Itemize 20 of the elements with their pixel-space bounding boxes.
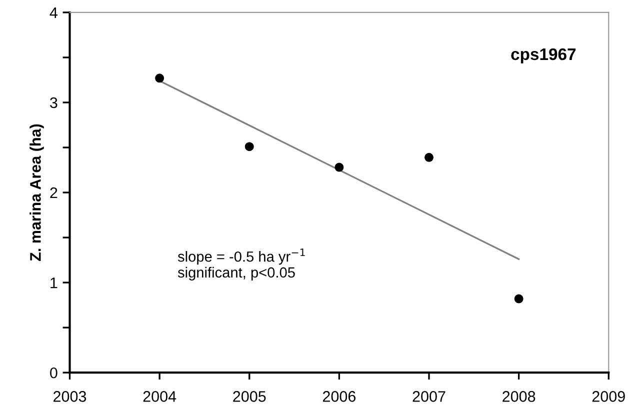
point xyxy=(514,294,524,304)
point xyxy=(155,74,164,83)
text: cps1967 xyxy=(511,48,576,64)
point xyxy=(424,152,434,162)
point xyxy=(244,142,254,152)
y-tick-label: 4 xyxy=(50,7,58,18)
y-tick-label: 3 xyxy=(50,97,58,108)
y-tick-label: 2 xyxy=(50,187,58,198)
y-tick-label: 1 xyxy=(50,278,58,288)
annotation: slope = -0.5 ha yr$^{−1}$ significant, p<0.05 xyxy=(178,248,305,280)
x-tick-label: 2005 xyxy=(233,391,266,402)
x-tick-label: 2003 xyxy=(54,391,86,402)
x-tick-label: 2006 xyxy=(322,391,356,402)
point xyxy=(334,162,344,172)
y-tick-label: 0 xyxy=(50,367,58,378)
y-axis-title: Z. marina Area (ha) xyxy=(30,124,44,261)
x-tick-label: 2008 xyxy=(502,391,536,402)
x-tick-label: 2007 xyxy=(412,391,446,402)
x-tick-label: 2004 xyxy=(143,391,176,402)
x-tick-label: 2009 xyxy=(592,391,625,402)
